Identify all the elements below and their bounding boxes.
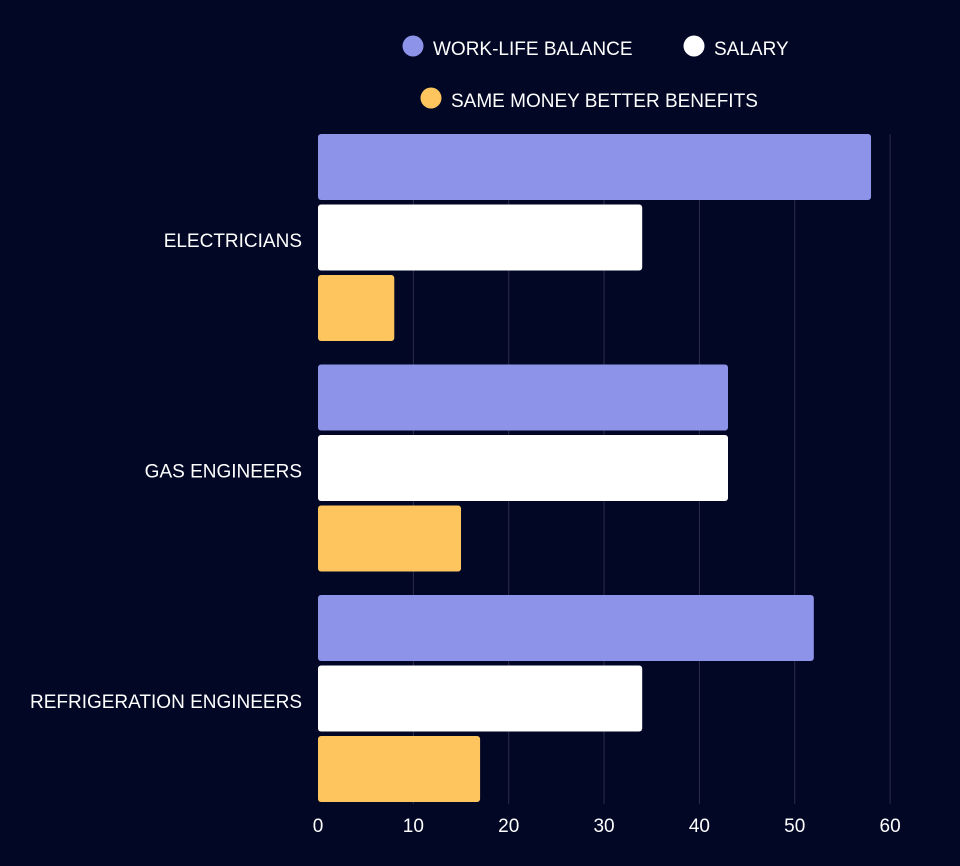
legend-item-work-life-balance[interactable]: WORK-LIFE BALANCE [402,35,633,61]
bar-electricians-salary[interactable] [318,204,643,271]
x-tick-label-40: 40 [689,816,710,837]
category-label-electricians: ELECTRICIANS [164,231,302,252]
legend-swatch-same-money-better-benefits [420,87,442,109]
bar-refrigeration-engineers-same-money-better-benefits[interactable] [318,736,481,802]
bars [318,134,872,802]
legend: WORK-LIFE BALANCE SALARY SAME MONEY BETT… [402,35,789,113]
x-tick-label-30: 30 [593,816,614,837]
x-tick-label-50: 50 [784,816,805,837]
bar-refrigeration-engineers-salary[interactable] [318,665,643,732]
bar-refrigeration-engineers-work-life-balance[interactable] [318,595,814,661]
legend-label-salary: SALARY [714,39,789,60]
x-tick-label-0: 0 [313,816,324,837]
bar-gas-engineers-salary[interactable] [318,435,729,501]
x-tick-label-20: 20 [498,816,519,837]
category-label-gas-engineers: GAS ENGINEERS [145,462,302,483]
legend-swatch-work-life-balance [402,35,424,57]
x-tick-label-10: 10 [403,816,424,837]
legend-label-same-money-better-benefits: SAME MONEY BETTER BENEFITS [451,91,758,112]
bar-electricians-same-money-better-benefits[interactable] [318,275,395,341]
bar-gas-engineers-work-life-balance[interactable] [318,364,729,431]
bar-electricians-work-life-balance[interactable] [318,134,872,200]
x-tick-label-60: 60 [880,816,901,837]
category-labels: ELECTRICIANS GAS ENGINEERS REFRIGERATION E… [30,231,302,713]
category-label-refrigeration-engineers: REFRIGERATION ENGINEERS [30,692,302,713]
legend-item-salary[interactable]: SALARY [683,35,789,61]
legend-item-same-money-better-benefits[interactable]: SAME MONEY BETTER BENEFITS [420,87,758,113]
x-axis-ticks: 0 10 20 30 40 50 60 [313,816,901,837]
legend-swatch-salary [683,35,705,57]
legend-label-work-life-balance: WORK-LIFE BALANCE [433,39,633,60]
bar-gas-engineers-same-money-better-benefits[interactable] [318,505,462,572]
